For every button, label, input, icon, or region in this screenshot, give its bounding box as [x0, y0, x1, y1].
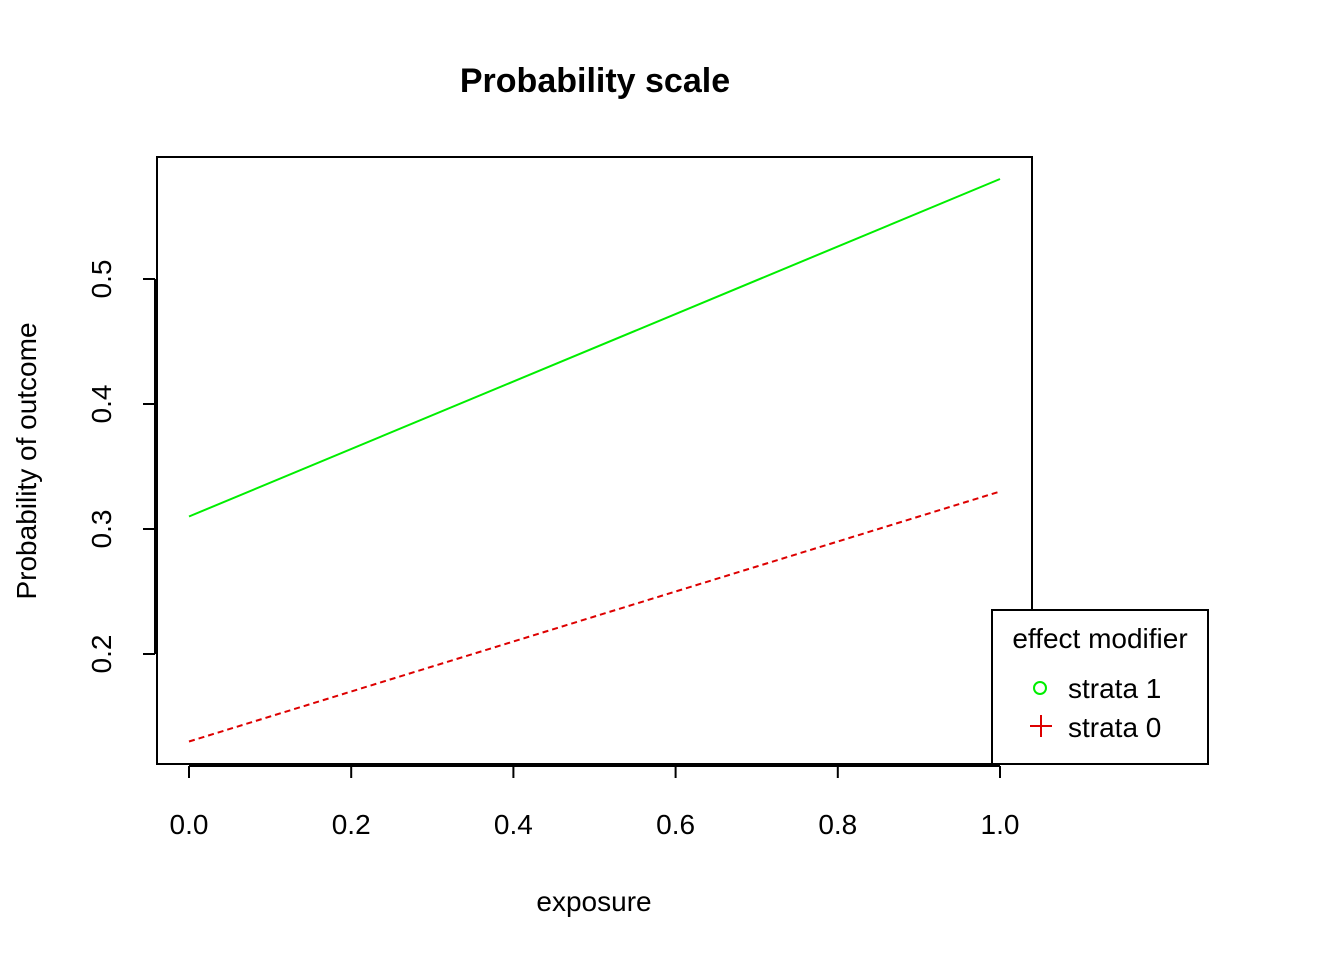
chart-title: Probability scale — [460, 62, 730, 100]
x-tick-label: 0.8 — [818, 809, 857, 840]
x-axis-label: exposure — [536, 886, 651, 917]
legend-marker-plus — [1030, 715, 1052, 737]
legend-label-strata-1: strata 1 — [1068, 673, 1161, 704]
plot-frame — [156, 156, 1033, 765]
x-tick-label: 0.4 — [494, 809, 533, 840]
legend: effect modifier strata 1 strata 0 — [991, 609, 1209, 765]
series-layer — [188, 178, 1001, 743]
x-axis: 0.0 0.2 0.4 0.6 0.8 1.0 — [170, 765, 1020, 840]
legend-title: effect modifier — [1012, 623, 1187, 654]
series-line-strata-1 — [188, 178, 1001, 518]
legend-box — [991, 609, 1209, 765]
y-tick-label: 0.3 — [86, 510, 117, 549]
y-tick-label: 0.4 — [86, 385, 117, 424]
y-axis: 0.2 0.3 0.4 0.5 — [86, 260, 156, 674]
y-axis-label: Probability of outcome — [11, 322, 42, 599]
x-tick-label: 0.2 — [332, 809, 371, 840]
legend-label-strata-0: strata 0 — [1068, 712, 1161, 743]
y-tick-label: 0.2 — [86, 635, 117, 674]
series-line-strata-0 — [188, 490, 1001, 743]
x-tick-label: 0.0 — [170, 809, 209, 840]
x-tick-label: 0.6 — [656, 809, 695, 840]
x-tick-label: 1.0 — [981, 809, 1020, 840]
legend-marker-circle — [1033, 681, 1047, 695]
y-tick-label: 0.5 — [86, 260, 117, 299]
